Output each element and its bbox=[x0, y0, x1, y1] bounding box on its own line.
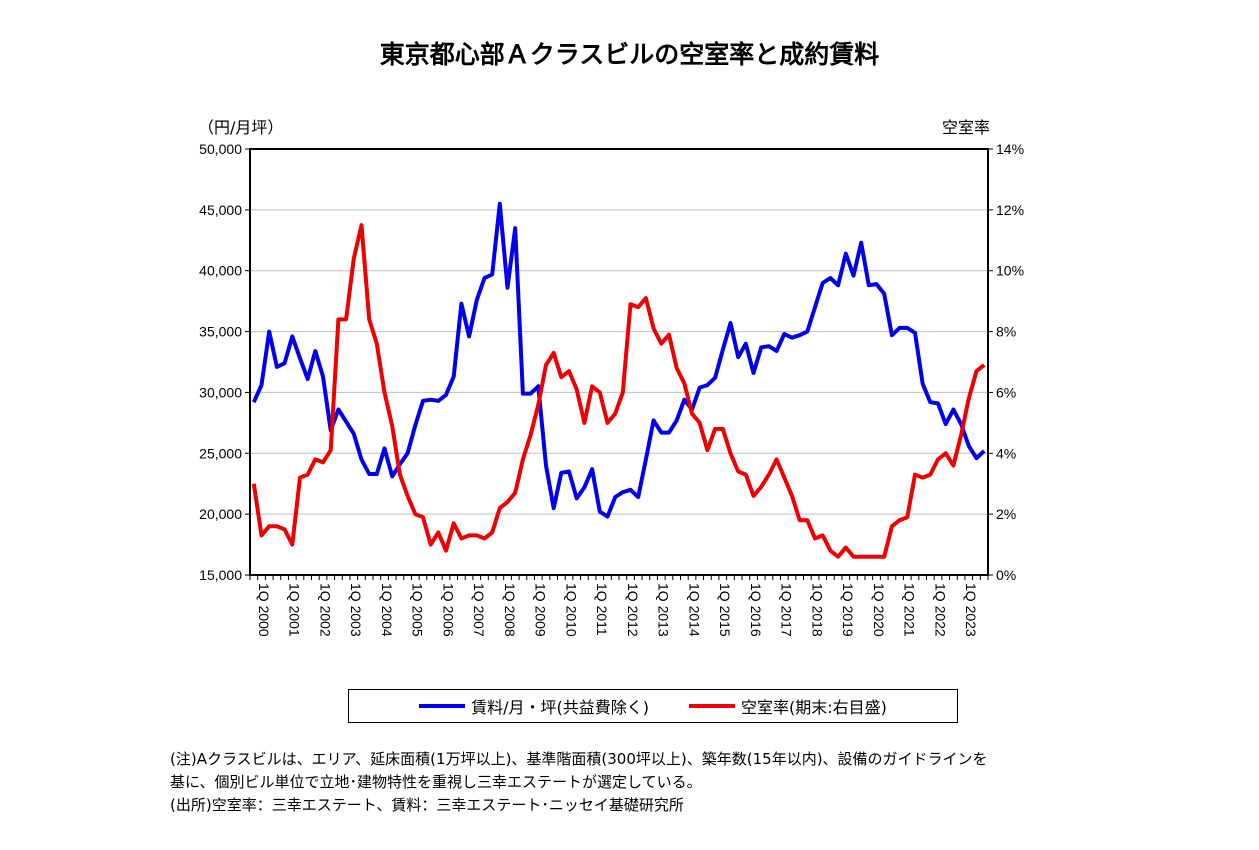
note-line: (出所)空室率：三幸エステート、賃料：三幸エステート･ニッセイ基礎研究所 bbox=[170, 796, 684, 814]
left-tick-label: 15,000 bbox=[199, 567, 242, 583]
x-tick-label: 1Q 2003 bbox=[348, 583, 364, 637]
x-tick-label: 1Q 2000 bbox=[256, 583, 272, 637]
x-tick-label: 1Q 2021 bbox=[902, 583, 918, 637]
x-tick-label: 1Q 2010 bbox=[563, 583, 579, 637]
x-tick-label: 1Q 2014 bbox=[686, 583, 702, 637]
x-tick-label: 1Q 2019 bbox=[840, 583, 856, 637]
legend-swatch-rent bbox=[419, 704, 466, 708]
x-tick-label: 1Q 2015 bbox=[717, 583, 733, 637]
x-tick-label: 1Q 2009 bbox=[533, 583, 549, 637]
legend: 賃料/月・坪(共益費除く) 空室率(期末:右目盛) bbox=[348, 689, 958, 723]
left-axis-label: （円/月坪） bbox=[198, 118, 284, 137]
right-tick-label: 10% bbox=[996, 263, 1024, 279]
notes: (注)Aクラスビルは、エリア、延床面積(1万坪以上)、基準階面積(300坪以上)… bbox=[170, 748, 988, 817]
note-line: 基に、個別ビル単位で立地･建物特性を重視し三幸エステートが選定している。 bbox=[170, 773, 702, 791]
legend-label-rent: 賃料/月・坪(共益費除く) bbox=[471, 698, 649, 717]
x-tick-label: 1Q 2002 bbox=[317, 583, 333, 637]
x-tick-label: 1Q 2020 bbox=[871, 583, 887, 637]
x-tick-label: 1Q 2016 bbox=[748, 583, 764, 637]
left-tick-label: 45,000 bbox=[199, 202, 242, 218]
left-tick-label: 25,000 bbox=[199, 445, 242, 461]
x-tick-label: 1Q 2018 bbox=[809, 583, 825, 637]
x-tick-label: 1Q 2001 bbox=[287, 583, 303, 637]
x-tick-label: 1Q 2017 bbox=[779, 583, 795, 637]
x-tick-label: 1Q 2008 bbox=[502, 583, 518, 637]
note-line: (注)Aクラスビルは、エリア、延床面積(1万坪以上)、基準階面積(300坪以上)… bbox=[170, 750, 988, 768]
plot-frame bbox=[249, 148, 989, 576]
vacancy-line bbox=[251, 223, 986, 559]
x-tick-label: 1Q 2004 bbox=[379, 583, 395, 637]
left-tick-label: 50,000 bbox=[199, 141, 242, 157]
chart-svg: 15,000 0% 20,000 2% 25,000 4% 30,000 6% 35,000 8%… bbox=[199, 141, 1024, 637]
x-tick-label: 1Q 2011 bbox=[594, 583, 610, 636]
left-tick-label: 40,000 bbox=[199, 263, 242, 279]
right-tick-label: 6% bbox=[996, 384, 1016, 400]
chart-title: 東京都心部Ａクラスビルの空室率と成約賃料 bbox=[379, 40, 880, 69]
legend-swatch-vacancy bbox=[689, 704, 735, 708]
right-tick-label: 12% bbox=[996, 202, 1024, 218]
x-tick-label: 1Q 2013 bbox=[656, 583, 672, 637]
legend-item-vacancy: 空室率(期末:右目盛) bbox=[689, 694, 887, 718]
left-tick-label: 20,000 bbox=[199, 506, 242, 522]
x-tick-label: 1Q 2022 bbox=[932, 583, 948, 637]
x-tick-label: 1Q 2012 bbox=[625, 583, 641, 637]
right-tick-label: 14% bbox=[996, 141, 1024, 157]
legend-label-vacancy: 空室率(期末:右目盛) bbox=[741, 698, 887, 717]
x-tick-label: 1Q 2023 bbox=[963, 583, 979, 637]
rent-line bbox=[251, 201, 986, 519]
x-tick-label: 1Q 2006 bbox=[440, 583, 456, 637]
right-tick-label: 8% bbox=[996, 324, 1016, 340]
x-tick-label: 1Q 2007 bbox=[471, 583, 487, 637]
x-tick-label: 1Q 2005 bbox=[410, 583, 426, 637]
legend-item-rent: 賃料/月・坪(共益費除く) bbox=[419, 694, 649, 718]
right-tick-label: 2% bbox=[996, 506, 1016, 522]
right-tick-label: 4% bbox=[996, 445, 1016, 461]
right-tick-label: 0% bbox=[996, 567, 1016, 583]
right-axis-label: 空室率 bbox=[942, 118, 991, 137]
left-tick-label: 30,000 bbox=[199, 384, 242, 400]
left-tick-label: 35,000 bbox=[199, 324, 242, 340]
